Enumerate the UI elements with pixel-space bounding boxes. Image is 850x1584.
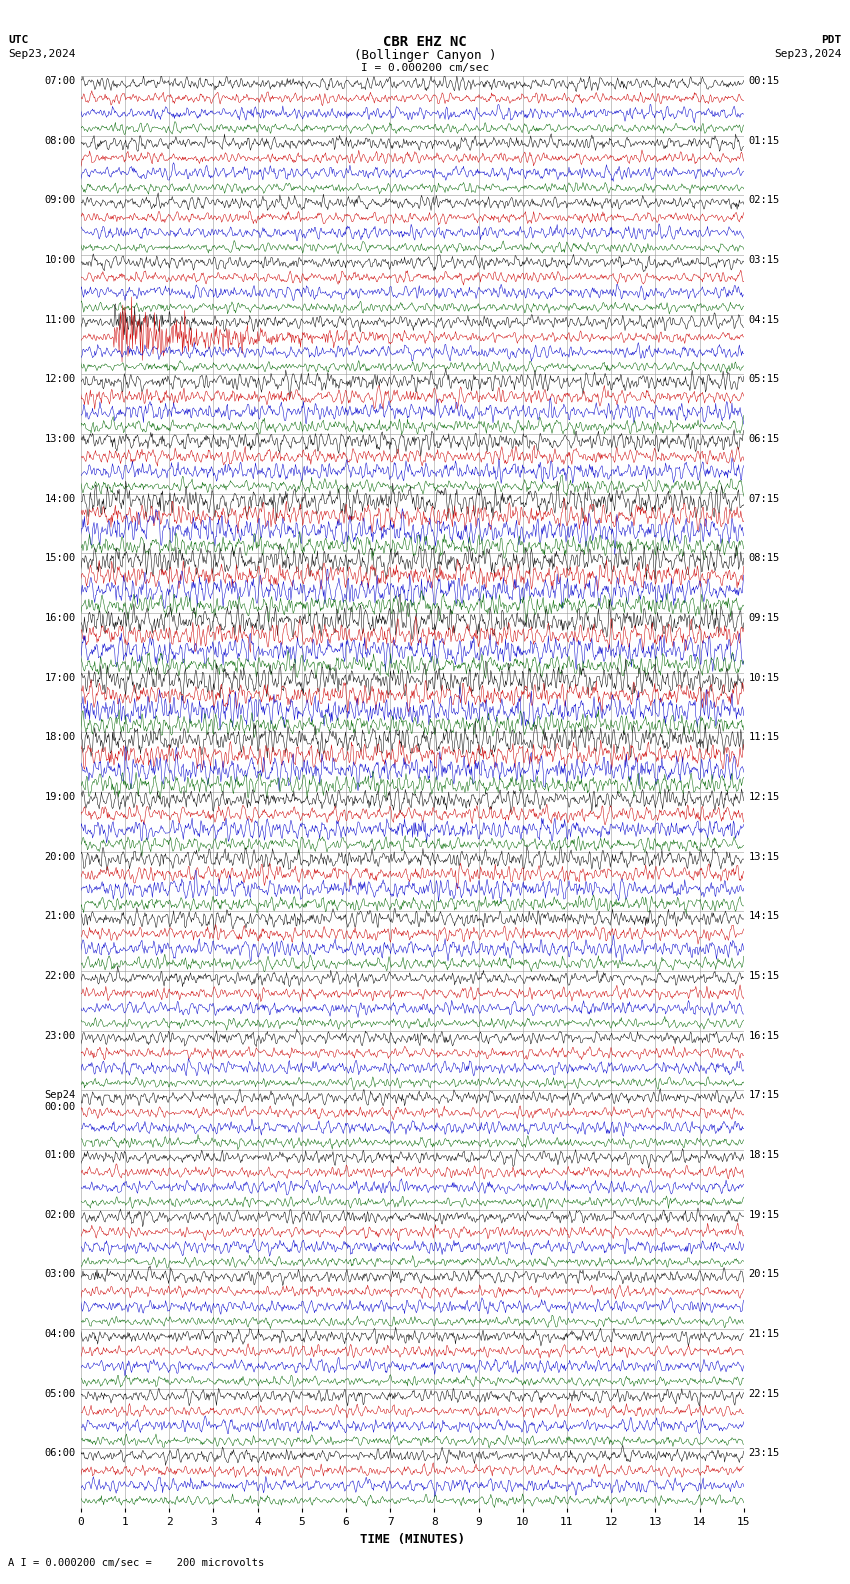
Text: Sep23,2024: Sep23,2024 bbox=[8, 49, 76, 59]
Text: CBR EHZ NC: CBR EHZ NC bbox=[383, 35, 467, 49]
Text: I = 0.000200 cm/sec: I = 0.000200 cm/sec bbox=[361, 63, 489, 73]
Text: (Bollinger Canyon ): (Bollinger Canyon ) bbox=[354, 49, 496, 62]
Text: A I = 0.000200 cm/sec =    200 microvolts: A I = 0.000200 cm/sec = 200 microvolts bbox=[8, 1559, 264, 1568]
Text: PDT: PDT bbox=[821, 35, 842, 44]
Text: UTC: UTC bbox=[8, 35, 29, 44]
X-axis label: TIME (MINUTES): TIME (MINUTES) bbox=[360, 1533, 465, 1546]
Text: Sep23,2024: Sep23,2024 bbox=[774, 49, 842, 59]
